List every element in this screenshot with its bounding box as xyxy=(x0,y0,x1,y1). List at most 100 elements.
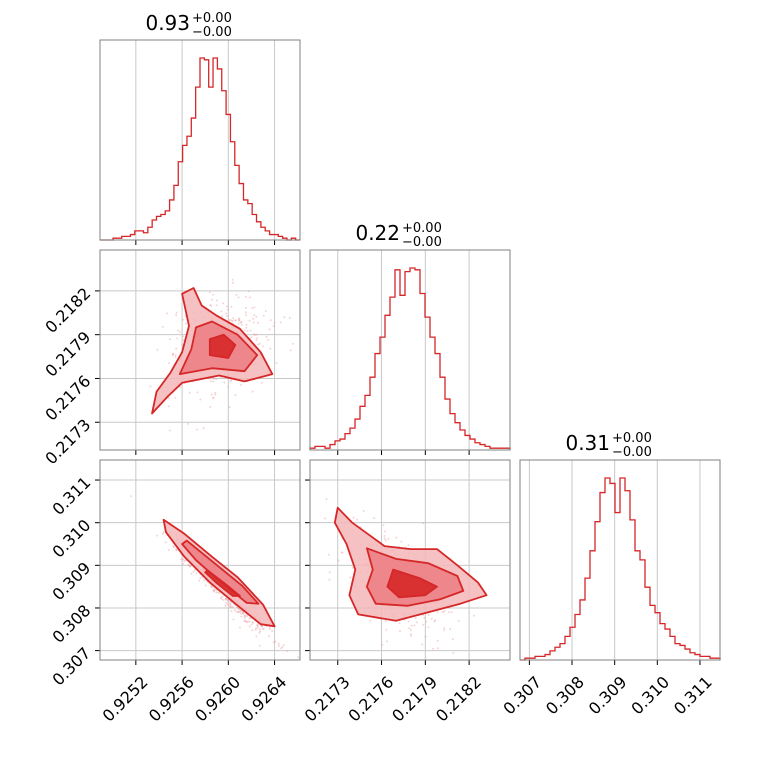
pair-0-1-point-350 xyxy=(216,299,218,302)
pair-1-2-point-230 xyxy=(441,611,444,613)
pair-1-2-point-251 xyxy=(408,627,411,630)
pair-0-1-point-208 xyxy=(196,428,199,431)
pair-0-2-point-218 xyxy=(188,564,191,567)
pair-0-1-point-125 xyxy=(216,304,218,307)
pair-0-1-point-13 xyxy=(212,397,214,400)
pair-0-1-point-306 xyxy=(244,314,247,317)
pair-0-2-point-74 xyxy=(241,612,244,615)
ytick-label-param1-2: 0.2179 xyxy=(41,328,94,381)
pair-0-1-point-212 xyxy=(175,347,178,350)
pair-0-2-point-285 xyxy=(242,612,245,615)
pair-0-2-point-195 xyxy=(268,628,271,630)
pair-0-2-point-238 xyxy=(243,619,246,622)
pair-1-2-point-266 xyxy=(432,647,435,650)
pair-0-1-point-89 xyxy=(184,322,187,325)
pair-0-1-point-119 xyxy=(237,296,240,299)
pair-1-2-point-95 xyxy=(413,624,416,627)
pair-0-2-point-350 xyxy=(272,641,275,644)
pair-0-2-point-274 xyxy=(229,606,231,609)
pair-1-2-point-66 xyxy=(447,611,450,614)
pair-1-2-point-188 xyxy=(407,544,410,547)
pair-0-2-point-249 xyxy=(184,559,187,562)
pair-0-2-point-147 xyxy=(212,590,215,593)
pair-0-2-point-150 xyxy=(258,628,261,631)
pair-0-2-point-326 xyxy=(189,564,192,567)
pair-0-2-point-103 xyxy=(183,560,186,563)
pair-0-2-point-352 xyxy=(237,611,239,614)
pair-0-2-point-240 xyxy=(231,605,234,608)
pair-0-2-point-362 xyxy=(173,546,175,549)
pair-0-1-point-1 xyxy=(291,342,294,345)
pair-0-2-point-348 xyxy=(204,584,207,587)
pair-1-2-point-3 xyxy=(328,571,331,574)
pair-0-2-point-26 xyxy=(255,627,258,630)
pair-0-2-point-246 xyxy=(218,591,221,594)
pair-0-2-point-11 xyxy=(213,588,216,590)
pair-0-1-point-55 xyxy=(279,321,282,324)
pair-1-2-point-258 xyxy=(443,610,446,613)
pair-0-1-point-357 xyxy=(244,311,247,314)
pair-0-1-point-324 xyxy=(199,398,202,401)
pair-0-2-point-178 xyxy=(248,617,251,620)
histogram-2-frame xyxy=(519,459,721,661)
pair-1-2-point-51 xyxy=(423,616,426,619)
pair-1-2-point-264 xyxy=(352,516,355,519)
pair-0-2-point-34 xyxy=(240,612,243,615)
pair-0-1-point-155 xyxy=(255,339,258,342)
pair-1-2-point-357 xyxy=(452,651,455,654)
pair-0-2-point-360 xyxy=(257,626,260,629)
histogram-1-title-upper: +0.00 xyxy=(402,221,442,236)
pair-0-1-point-75 xyxy=(269,347,272,350)
pair-0-2-point-373 xyxy=(221,595,224,598)
pair-1-2-point-70 xyxy=(407,620,410,623)
pair-0-2-point-254 xyxy=(195,572,198,575)
pair-0-2-point-59 xyxy=(219,596,222,599)
pair-0-2-point-93 xyxy=(242,611,245,614)
pair-0-1-point-235 xyxy=(174,396,177,399)
pair-1-2-point-223 xyxy=(356,518,358,521)
pair-0-2-point-300 xyxy=(243,617,246,620)
pair-0-1-point-215 xyxy=(240,321,243,323)
pair-0-1-point-0 xyxy=(246,330,249,333)
ytick-label-param2-2: 0.309 xyxy=(49,558,95,604)
pair-0-2-point-172 xyxy=(251,621,254,623)
histogram-0-steps xyxy=(100,57,300,241)
pair-0-2-point-204 xyxy=(203,579,206,581)
pair-0-2-point-212 xyxy=(182,558,185,561)
pair-0-1-point-129 xyxy=(178,330,181,333)
pair-0-1-point-319 xyxy=(212,377,215,380)
pair-0-1-point-213 xyxy=(215,378,218,381)
pair-0-1-point-63 xyxy=(283,316,286,319)
pair-0-1-point-343 xyxy=(171,354,174,357)
pair-0-1-point-304 xyxy=(228,319,231,322)
pair-0-2-point-159 xyxy=(248,625,251,628)
pair-0-1-point-112 xyxy=(168,362,170,365)
pair-0-2-point-276 xyxy=(228,600,231,603)
pair-0-2-point-239 xyxy=(212,589,215,592)
pair-0-1-point-87 xyxy=(240,384,243,386)
pair-0-1-point-360 xyxy=(172,352,175,355)
pair-0-1-point-123 xyxy=(230,305,233,308)
pair-0-1-point-166 xyxy=(249,329,252,332)
pair-0-2-point-145 xyxy=(257,624,259,627)
pair-0-1-point-262 xyxy=(288,317,291,319)
pair-1-2-point-102 xyxy=(409,628,412,631)
pair-0-1-point-189 xyxy=(226,308,229,311)
pair-0-2-point-76 xyxy=(262,627,264,630)
pair-0-2-point-224 xyxy=(193,568,196,571)
pair-1-2-point-84 xyxy=(436,611,439,613)
histogram-0-title-value: 0.93 xyxy=(145,11,190,35)
pair-1-2-contour-2 xyxy=(386,568,438,599)
pair-0-1-point-216 xyxy=(175,314,178,317)
pair-0-2-point-314 xyxy=(251,629,254,632)
xtick-label-param1-3: 0.2182 xyxy=(432,672,485,725)
pair-0-1-point-134 xyxy=(253,333,256,336)
pair-0-2-point-1 xyxy=(239,609,242,612)
pair-0-2-point-139 xyxy=(235,610,238,613)
pair-0-1-point-16 xyxy=(253,314,256,317)
pair-0-2-point-353 xyxy=(214,588,217,591)
pair-0-1-point-53 xyxy=(214,393,217,396)
pair-0-1-point-164 xyxy=(181,335,184,338)
pair-0-1-point-187 xyxy=(234,319,237,322)
